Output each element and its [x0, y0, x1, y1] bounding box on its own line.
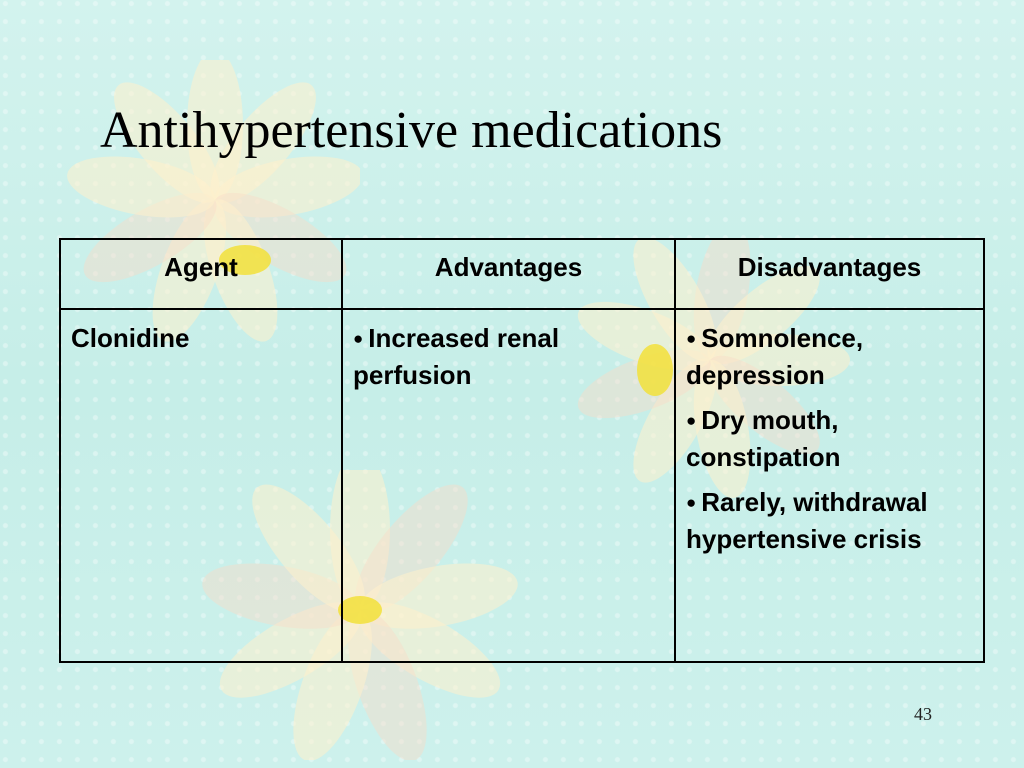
bullet-icon: ● [686, 492, 697, 512]
table-row: Clonidine ● Increased renal perfusion ● So… [59, 308, 985, 663]
advantage-text: Increased renal perfusion [353, 323, 560, 390]
header-advantages: Advantages [341, 238, 676, 310]
disadvantage-text: Dry mouth, constipation [686, 404, 841, 472]
bullet-icon: ● [686, 329, 697, 348]
agent-cell: Clonidine [59, 308, 343, 663]
bullet-icon: ● [353, 329, 364, 348]
disadvantage-item: ● Somnolence, depression [686, 320, 973, 394]
slide-title: Antihypertensive medications [100, 102, 723, 159]
disadvantages-cell: ● Somnolence, depression ● Dry mouth, cons… [674, 308, 985, 663]
disadvantage-text: Rarely, withdrawal hypertensive crisis [686, 486, 928, 554]
header-agent: Agent [59, 238, 343, 310]
advantages-cell: ● Increased renal perfusion [341, 308, 676, 663]
page-number: 43 [914, 704, 932, 724]
disadvantage-item: ● Dry mouth, constipation [686, 402, 973, 476]
bullet-icon: ● [686, 410, 697, 430]
disadvantage-text: Somnolence, depression [686, 323, 864, 390]
header-disadvantages: Disadvantages [674, 238, 985, 310]
medication-table: Agent Advantages Disadvantages Clonidine… [59, 238, 985, 663]
agent-name: Clonidine [71, 323, 190, 353]
advantage-item: ● Increased renal perfusion [353, 320, 664, 394]
disadvantage-item: ● Rarely, withdrawal hypertensive crisis [686, 484, 973, 558]
table-header-row: Agent Advantages Disadvantages [59, 238, 985, 310]
